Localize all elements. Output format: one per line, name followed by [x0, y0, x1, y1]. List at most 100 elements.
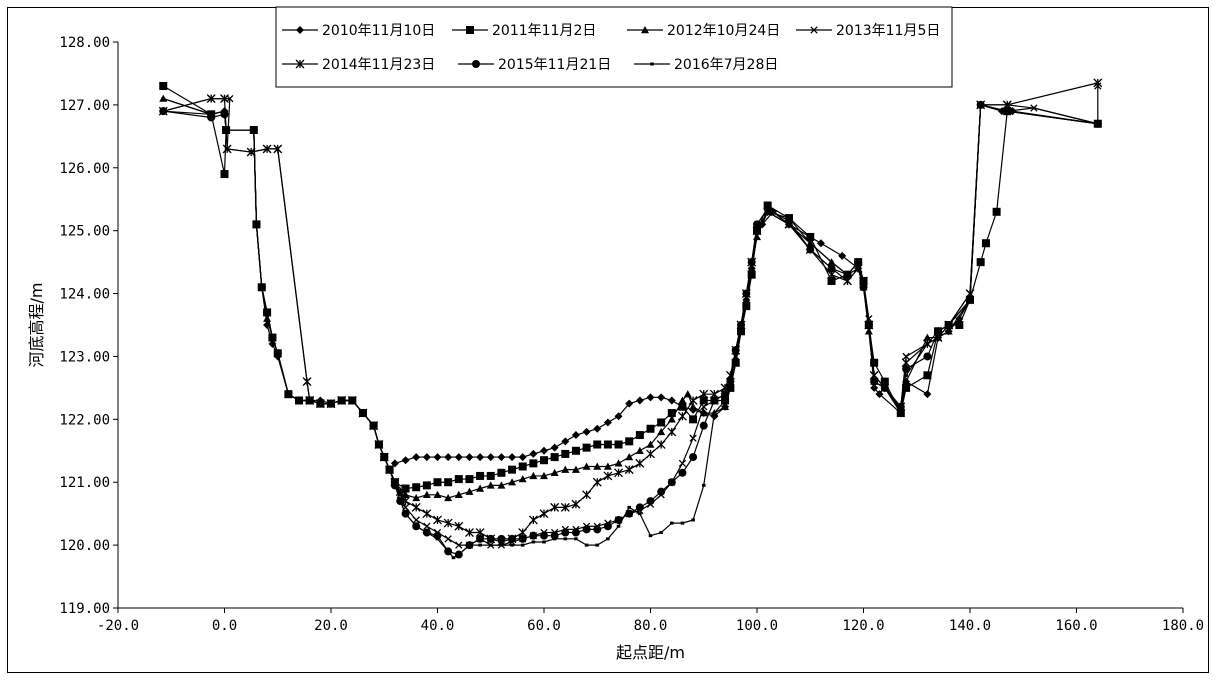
data-point — [497, 481, 506, 489]
data-point — [614, 440, 623, 449]
y-tick-label: 119.00 — [59, 601, 110, 617]
data-point — [508, 534, 517, 543]
data-point — [667, 478, 676, 487]
data-point — [497, 534, 506, 543]
data-point — [625, 437, 634, 446]
data-point — [529, 449, 538, 458]
data-point — [923, 333, 932, 341]
series-line — [163, 98, 1098, 559]
data-point — [412, 483, 421, 492]
data-point — [476, 471, 485, 480]
data-point — [582, 490, 592, 500]
y-tick-label: 123.00 — [59, 349, 110, 365]
data-point — [635, 446, 644, 454]
data-point — [763, 204, 772, 213]
data-point — [571, 499, 581, 509]
data-point — [220, 170, 229, 179]
data-point — [859, 283, 868, 292]
data-point — [955, 321, 964, 329]
legend-entry: 2011年11月2日 — [452, 23, 596, 39]
legend-label: 2012年10月24日 — [667, 23, 780, 39]
data-point — [561, 449, 570, 458]
x-tick-label: 100.0 — [736, 618, 778, 634]
data-point — [699, 396, 708, 405]
data-point — [865, 315, 873, 323]
data-point — [486, 534, 495, 543]
data-point — [742, 295, 751, 304]
data-point — [508, 453, 517, 462]
data-point — [561, 437, 570, 446]
series-2 — [159, 82, 1102, 493]
data-point — [923, 390, 932, 399]
data-point — [838, 251, 847, 260]
data-point — [560, 502, 570, 512]
x-tick-label: 120.0 — [842, 618, 884, 634]
data-point — [433, 478, 442, 487]
data-point — [689, 434, 697, 442]
data-point — [683, 390, 692, 398]
data-point — [689, 402, 698, 410]
data-point — [646, 424, 655, 433]
data-point — [806, 232, 815, 241]
data-point — [603, 440, 612, 449]
data-point — [646, 440, 655, 448]
data-point — [688, 396, 698, 405]
series-1 — [159, 100, 1102, 474]
data-point — [226, 94, 234, 103]
data-point — [582, 443, 591, 452]
data-point — [222, 144, 232, 154]
series-line — [163, 104, 1098, 471]
data-point — [667, 415, 676, 423]
y-tick-label: 125.00 — [59, 224, 110, 240]
data-point — [476, 484, 485, 492]
legend-label: 2011年11月2日 — [492, 23, 596, 39]
data-point — [689, 453, 698, 462]
data-point — [412, 516, 420, 524]
data-point — [614, 459, 623, 467]
data-point — [159, 107, 168, 116]
data-point — [657, 418, 666, 427]
data-point — [518, 534, 527, 543]
legend-entry: 2016年7月28日 — [634, 57, 778, 73]
x-axis-title: 起点距/m — [616, 643, 685, 662]
data-point — [582, 525, 591, 534]
data-point — [667, 427, 677, 437]
data-point — [625, 509, 634, 518]
data-point — [923, 352, 932, 361]
y-tick-label: 124.00 — [59, 287, 110, 303]
data-point — [721, 402, 730, 410]
data-point — [657, 487, 666, 496]
data-point — [443, 518, 453, 528]
data-point — [902, 365, 911, 374]
data-point — [454, 490, 463, 498]
data-point — [411, 502, 421, 512]
x-tick-label: 160.0 — [1055, 618, 1097, 634]
data-point — [614, 412, 623, 421]
data-point — [159, 82, 168, 91]
data-point — [550, 502, 560, 512]
data-point — [539, 509, 549, 519]
data-point — [593, 424, 602, 433]
data-point — [902, 383, 911, 392]
y-tick-label: 126.00 — [59, 161, 110, 177]
data-point — [614, 515, 623, 524]
data-point — [678, 402, 687, 411]
data-point — [518, 475, 527, 483]
data-point — [497, 468, 506, 477]
data-point — [423, 522, 431, 530]
legend-swatch-marker — [641, 26, 649, 34]
series-line — [162, 85, 1098, 490]
data-point — [656, 440, 666, 449]
data-point — [550, 443, 559, 452]
series-layer — [158, 78, 1103, 560]
data-point — [454, 521, 464, 531]
data-point — [571, 431, 580, 440]
data-point — [518, 453, 527, 462]
data-point — [657, 393, 666, 402]
data-point — [486, 471, 495, 480]
data-point — [390, 459, 399, 468]
data-point — [571, 528, 580, 537]
data-point — [635, 396, 644, 405]
legend-swatch-marker — [810, 26, 818, 34]
